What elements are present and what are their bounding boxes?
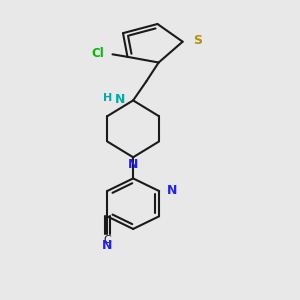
Text: N: N xyxy=(167,184,177,197)
Text: N: N xyxy=(102,239,112,252)
Text: S: S xyxy=(193,34,202,47)
Text: C: C xyxy=(103,235,111,244)
Text: N: N xyxy=(128,158,139,171)
Text: N: N xyxy=(115,93,126,106)
Text: Cl: Cl xyxy=(92,47,104,60)
Text: H: H xyxy=(103,93,112,103)
